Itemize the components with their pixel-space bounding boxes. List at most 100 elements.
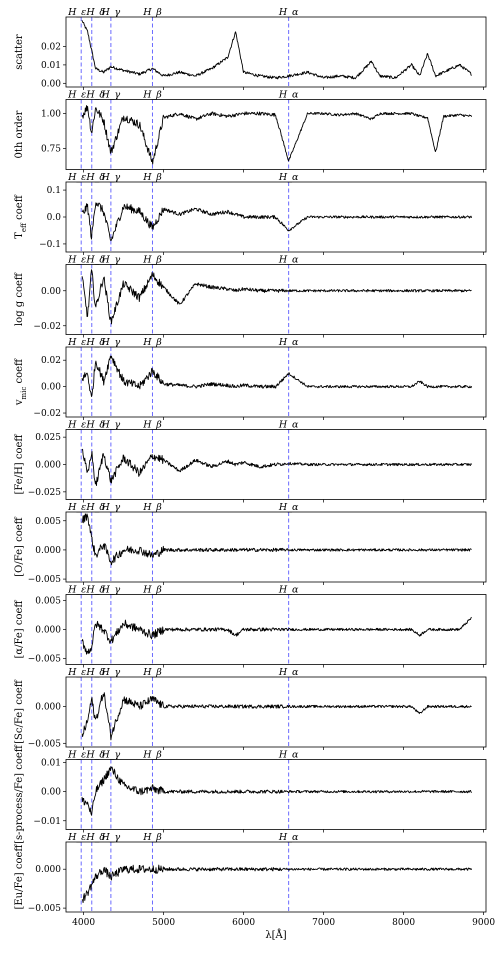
ytick-label: 0.000 [35, 461, 61, 471]
balmer-label: H_δ [85, 7, 105, 18]
balmer-label: H_α [278, 90, 299, 101]
balmer-label: H_δ [85, 750, 105, 761]
ytick-label: 0.01 [41, 61, 61, 71]
spectrum-trace-4 [81, 355, 473, 397]
balmer-label: H_δ [85, 420, 105, 431]
ylabel-9: [s-process/Fe] coeff [14, 744, 25, 844]
ytick-label: 1.00 [41, 110, 61, 120]
spectrum-trace-1 [81, 105, 473, 165]
balmer-label: H_α [278, 337, 299, 348]
panel-frame-4 [65, 346, 487, 418]
ytick-label: 0.75 [41, 145, 61, 155]
panel-frame-9 [65, 759, 487, 830]
ylabel-7: [α/Fe] coeff [14, 600, 25, 659]
balmer-label: H_β [142, 750, 162, 761]
spectrum-trace-7 [81, 616, 472, 655]
ytick-label: −0.005 [28, 575, 62, 585]
ytick-label: 0.00 [41, 79, 61, 89]
ytick-label: 0.000 [35, 626, 61, 636]
balmer-label: H_α [278, 7, 299, 18]
balmer-label: H_ε [67, 502, 86, 513]
ytick-label: 0.005 [35, 517, 61, 527]
balmer-label: H_δ [85, 255, 105, 266]
spectrum-trace-9 [81, 766, 472, 816]
ylabel-3: log g coeff [14, 272, 25, 326]
balmer-label: H_γ [101, 667, 121, 678]
ytick-label: −0.025 [28, 488, 62, 498]
ylabel-5: [Fe/H] coeff [14, 434, 25, 495]
balmer-label: H_β [142, 667, 162, 678]
ytick-label: 0.000 [35, 865, 61, 875]
balmer-label: H_β [142, 585, 162, 596]
ytick-label: 0.00 [41, 788, 61, 798]
balmer-label: H_α [278, 255, 299, 266]
balmer-label: H_β [142, 90, 162, 101]
balmer-label: H_δ [85, 832, 105, 843]
balmer-label: H_β [142, 502, 162, 513]
balmer-label: H_γ [101, 420, 121, 431]
balmer-label: H_γ [101, 585, 121, 596]
balmer-label: H_β [142, 255, 162, 266]
panel-frame-8 [65, 676, 487, 748]
ylabel-10: [Eu/Fe] coeff [14, 844, 25, 910]
spectrum-trace-0 [81, 20, 472, 80]
balmer-label: H_β [142, 337, 162, 348]
balmer-label: H_ε [67, 172, 86, 183]
ytick-label: −0.02 [33, 409, 61, 419]
balmer-label: H_γ [101, 750, 121, 761]
balmer-label: H_ε [67, 337, 86, 348]
balmer-label: H_β [142, 7, 162, 18]
ytick-label: 0.000 [35, 546, 61, 556]
balmer-label: H_ε [67, 832, 86, 843]
ytick-label: −0.005 [28, 655, 62, 665]
balmer-label: H_ε [67, 420, 86, 431]
xtick-label: 8000 [392, 918, 415, 928]
spectrum-trace-2 [81, 202, 473, 241]
balmer-label: H_β [142, 420, 162, 431]
ytick-label: 0.01 [41, 758, 61, 768]
ylabel-0: scatter [14, 34, 25, 70]
x-axis-label: λ[Å] [265, 929, 286, 941]
balmer-label: H_δ [85, 585, 105, 596]
spectrum-trace-10 [81, 864, 473, 904]
ytick-label: 0.1 [47, 186, 61, 196]
ylabel-6: [O/Fe] coeff [14, 516, 25, 576]
balmer-label: H_δ [85, 337, 105, 348]
balmer-label: H_β [142, 832, 162, 843]
balmer-label: H_γ [101, 255, 121, 266]
spectrum-trace-8 [81, 692, 472, 741]
panel-frame-0 [65, 16, 487, 88]
ytick-label: 0.000 [35, 702, 61, 712]
balmer-label: H_ε [67, 750, 86, 761]
balmer-label: H_δ [85, 667, 105, 678]
ylabel-8: [Sc/Fe] coeff [14, 679, 25, 744]
balmer-label: H_α [278, 585, 299, 596]
panel-frame-2 [65, 181, 487, 253]
ytick-label: 0.025 [35, 433, 61, 443]
balmer-label: H_γ [101, 90, 121, 101]
ytick-label: −0.01 [33, 817, 61, 827]
balmer-label: H_α [278, 667, 299, 678]
balmer-label: H_α [278, 420, 299, 431]
balmer-label: H_ε [67, 667, 86, 678]
ytick-label: 0.0 [47, 213, 62, 223]
panel-frame-7 [65, 594, 487, 665]
ylabel-1: 0th order [14, 110, 25, 158]
balmer-label: H_ε [67, 255, 86, 266]
ytick-label: 0.005 [35, 596, 61, 606]
ytick-label: 0.02 [41, 42, 61, 52]
xtick-label: 9000 [472, 918, 495, 928]
balmer-label: H_δ [85, 90, 105, 101]
balmer-label: H_γ [101, 832, 121, 843]
balmer-label: H_α [278, 750, 299, 761]
spectrum-trace-5 [81, 448, 472, 487]
ylabel-2: Teff coeff [14, 194, 28, 239]
balmer-label: H_ε [67, 7, 86, 18]
balmer-label: H_α [278, 832, 299, 843]
xtick-label: 6000 [232, 918, 255, 928]
balmer-label: H_ε [67, 90, 86, 101]
balmer-label: H_α [278, 172, 299, 183]
ytick-label: −0.005 [28, 739, 62, 749]
ytick-label: 0.02 [41, 356, 61, 366]
